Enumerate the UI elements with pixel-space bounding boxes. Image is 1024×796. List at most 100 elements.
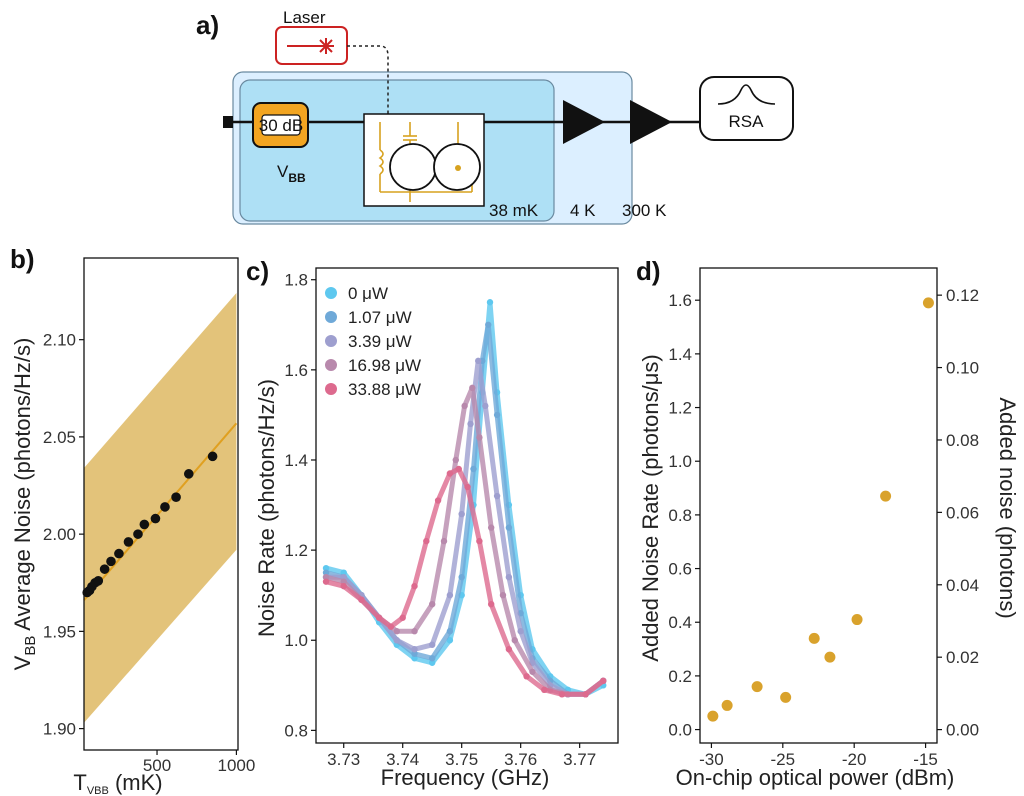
y-tick-label: 0.2 xyxy=(668,667,692,686)
panel-label-b: b) xyxy=(10,244,35,274)
data-point xyxy=(600,677,607,685)
y-tick-label: 1.0 xyxy=(284,631,308,650)
data-point xyxy=(428,641,436,648)
x-tick-label: -20 xyxy=(842,750,867,769)
y-tick-label: 2.10 xyxy=(43,331,76,350)
data-point xyxy=(707,710,719,722)
data-point xyxy=(440,537,448,545)
data-point xyxy=(393,637,401,644)
data-point xyxy=(434,497,442,504)
panel-label-d: d) xyxy=(636,256,661,286)
stage-label-4k: 4 K xyxy=(570,201,596,220)
y-tick-label: 1.2 xyxy=(284,541,308,560)
x-ticks: 3.73 3.74 3.75 3.76 3.77 xyxy=(327,743,596,769)
laser-label: Laser xyxy=(283,8,326,27)
data-point xyxy=(387,623,395,630)
input-port xyxy=(223,116,233,128)
data-point xyxy=(150,513,161,524)
y-ticks-right: 0.00 0.02 0.04 0.06 0.08 0.10 0.12 xyxy=(937,286,979,740)
source-label-main: V xyxy=(277,162,289,181)
plot-frame-c xyxy=(315,267,619,744)
data-point xyxy=(123,537,134,547)
data-point xyxy=(824,651,836,663)
y-tick-label: 1.95 xyxy=(43,622,76,641)
data-point xyxy=(411,582,418,590)
x-ticks: 500 1000 xyxy=(143,750,255,775)
data-point xyxy=(485,321,492,328)
data-points xyxy=(707,297,934,722)
data-point xyxy=(487,600,495,608)
data-points xyxy=(82,451,218,598)
panel-label-a: a) xyxy=(196,10,219,40)
y-axis-label-b-rest: Average Noise (photons/Hz/s) xyxy=(10,338,35,636)
data-point xyxy=(482,402,489,410)
data-point xyxy=(469,384,476,392)
y-tick-label: 2.00 xyxy=(43,525,76,544)
data-point xyxy=(423,537,430,545)
y-tick-label: 1.8 xyxy=(284,271,308,290)
legend-label: 33.88 μW xyxy=(348,380,421,399)
data-point xyxy=(505,573,513,581)
y-tick-label-right: 0.02 xyxy=(946,648,979,667)
data-point xyxy=(446,628,454,635)
y-tick-label: 2.05 xyxy=(43,428,76,447)
data-point xyxy=(476,434,483,441)
y-axis-label-d: Added Noise Rate (photons/μs) xyxy=(638,354,663,661)
y-axis-label-b-sub: BB xyxy=(22,636,39,656)
data-point xyxy=(476,537,483,545)
legend-marker xyxy=(325,311,337,323)
data-point xyxy=(493,411,501,419)
data-point xyxy=(461,402,468,410)
chart-d: d) -30 -25 -20 -15 0.0 0.2 0.4 0.6 0.8 1.0 1.2 1.4… xyxy=(636,256,1020,790)
series-group xyxy=(322,299,607,698)
data-point xyxy=(207,451,218,462)
data-point xyxy=(493,492,501,500)
data-point xyxy=(922,297,934,309)
x-axis-label-b-main: T xyxy=(73,770,86,795)
data-point xyxy=(751,681,763,693)
data-point xyxy=(322,573,330,581)
y-tick-label-right: 0.04 xyxy=(946,576,979,595)
y-tick-label: 0.0 xyxy=(668,721,692,740)
y-ticks: 0.0 0.2 0.4 0.6 0.8 1.0 1.2 1.4 1.6 xyxy=(668,291,700,740)
chart-b: b) 500 1000 1.901.952.002.052.10 TVBB (mK… xyxy=(10,244,255,796)
x-axis-label-b-unit: (mK) xyxy=(109,770,163,795)
y-tick-label: 1.0 xyxy=(668,452,692,471)
rsa-box xyxy=(699,76,794,141)
data-point xyxy=(393,628,401,635)
y-tick-label: 1.4 xyxy=(284,451,308,470)
data-point xyxy=(446,637,454,644)
y-tick-label-right: 0.10 xyxy=(946,359,979,378)
x-tick-label: 3.76 xyxy=(504,750,537,769)
x-axis-label-d: On-chip optical power (dBm) xyxy=(676,765,955,790)
y-tick-label: 1.6 xyxy=(284,361,308,380)
y-ticks: 0.8 1.0 1.2 1.4 1.6 1.8 xyxy=(284,271,316,740)
data-point xyxy=(106,556,116,567)
attenuator-label-box xyxy=(261,114,301,136)
data-point xyxy=(358,596,365,603)
x-axis-label-c: Frequency (GHz) xyxy=(381,765,550,790)
y-tick-label-right: 0.12 xyxy=(946,286,979,305)
panel-label-c: c) xyxy=(246,256,269,286)
data-point xyxy=(475,357,482,365)
y-tick-label: 1.2 xyxy=(668,399,692,418)
confidence-band xyxy=(84,293,237,723)
data-point xyxy=(464,483,471,491)
data-point xyxy=(399,614,406,621)
data-point xyxy=(452,456,459,464)
schematic-panel: a) Laser 30 dB VBB xyxy=(196,8,794,225)
data-point xyxy=(851,614,863,626)
x-tick-label: 3.73 xyxy=(327,750,360,769)
data-point xyxy=(99,564,110,574)
chart-c: c) 3.73 3.74 3.75 3.76 3.77 0.8 1.0 1.2 1.4 1.6 1… xyxy=(246,256,619,790)
legend-label: 0 μW xyxy=(348,284,388,303)
data-point xyxy=(511,637,518,644)
y-tick-label-right: 0.06 xyxy=(946,503,979,522)
data-point xyxy=(458,573,465,581)
data-point xyxy=(505,524,513,531)
legend: 0 μW 1.07 μW 3.39 μW 16.98 μW 33.88 μW xyxy=(325,284,421,399)
legend-label: 16.98 μW xyxy=(348,356,421,375)
y-ticks: 1.90 1.95 2.00 2.05 2.10 xyxy=(43,331,84,739)
data-point xyxy=(446,591,454,599)
